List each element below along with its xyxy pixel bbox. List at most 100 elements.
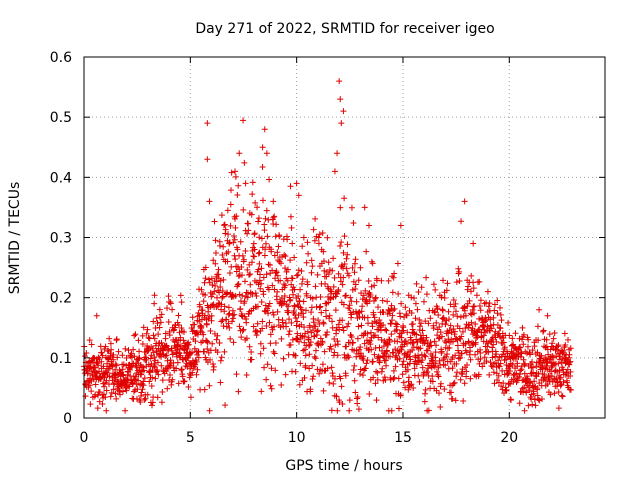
- data-point: [477, 297, 484, 304]
- data-point: [432, 349, 439, 356]
- data-point: [305, 250, 312, 257]
- data-point: [420, 298, 427, 305]
- data-point: [436, 390, 443, 397]
- data-point: [214, 332, 221, 339]
- data-point: [187, 365, 194, 372]
- data-point: [258, 265, 265, 272]
- data-point: [434, 305, 441, 312]
- data-point: [253, 293, 260, 300]
- data-point: [422, 318, 429, 325]
- data-point: [269, 326, 276, 333]
- data-point: [229, 307, 236, 314]
- data-point: [247, 271, 254, 278]
- data-point: [461, 380, 468, 387]
- data-point: [527, 351, 534, 358]
- data-point: [342, 292, 349, 299]
- data-point: [494, 310, 501, 317]
- data-point: [256, 234, 263, 241]
- data-point: [334, 290, 341, 297]
- data-point: [230, 232, 237, 239]
- data-point: [261, 364, 268, 371]
- data-point: [269, 282, 276, 289]
- data-point: [270, 214, 277, 221]
- data-point: [341, 233, 348, 240]
- data-point: [320, 320, 327, 327]
- y-tick-label: 0.4: [50, 170, 72, 186]
- data-point: [348, 204, 355, 211]
- data-point: [342, 372, 349, 379]
- data-point: [252, 199, 259, 206]
- data-point: [436, 323, 443, 330]
- data-point: [216, 242, 223, 249]
- data-point: [369, 323, 376, 330]
- data-point: [401, 314, 408, 321]
- data-point: [224, 258, 231, 265]
- data-point: [108, 363, 115, 370]
- data-point: [385, 277, 392, 284]
- data-point: [151, 354, 158, 361]
- data-point: [529, 364, 536, 371]
- data-point: [337, 375, 344, 382]
- data-point: [413, 331, 420, 338]
- data-point: [300, 314, 307, 321]
- data-point: [534, 323, 541, 330]
- data-point: [314, 328, 321, 335]
- data-point: [503, 362, 510, 369]
- data-point: [542, 355, 549, 362]
- data-point: [328, 346, 335, 353]
- data-point: [152, 375, 159, 382]
- data-point: [423, 334, 430, 341]
- data-point: [544, 381, 551, 388]
- data-point: [249, 179, 256, 186]
- data-point: [457, 376, 464, 383]
- data-point: [200, 298, 207, 305]
- data-point: [241, 278, 248, 285]
- data-point: [255, 215, 262, 222]
- data-point: [502, 387, 509, 394]
- data-point: [365, 222, 372, 229]
- data-point: [445, 308, 452, 315]
- data-point: [225, 231, 232, 238]
- data-point: [452, 397, 459, 404]
- data-point: [457, 354, 464, 361]
- data-point: [547, 356, 554, 363]
- data-point: [405, 374, 412, 381]
- data-point: [193, 358, 200, 365]
- data-point: [175, 312, 182, 319]
- data-point: [290, 308, 297, 315]
- data-point: [329, 267, 336, 274]
- data-point: [337, 278, 344, 285]
- data-point: [408, 309, 415, 316]
- data-point: [212, 250, 219, 257]
- data-point: [388, 407, 395, 414]
- data-point: [218, 306, 225, 313]
- data-point: [276, 233, 283, 240]
- data-point: [254, 204, 261, 211]
- x-tick-label: 0: [80, 430, 89, 446]
- data-point: [137, 399, 144, 406]
- data-point: [296, 381, 303, 388]
- data-point: [517, 367, 524, 374]
- data-point: [300, 298, 307, 305]
- data-point: [140, 382, 147, 389]
- data-point: [461, 198, 468, 205]
- data-point: [225, 304, 232, 311]
- data-point: [248, 356, 255, 363]
- data-point: [391, 305, 398, 312]
- data-point: [498, 317, 505, 324]
- data-point: [150, 349, 157, 356]
- data-point: [497, 325, 504, 332]
- data-point: [335, 286, 342, 293]
- data-point: [318, 309, 325, 316]
- data-point: [315, 240, 322, 247]
- y-tick-label: 0: [63, 411, 72, 427]
- data-point: [516, 373, 523, 380]
- data-point: [344, 323, 351, 330]
- data-point: [352, 256, 359, 263]
- data-point: [470, 240, 477, 247]
- data-point: [268, 365, 275, 372]
- data-point: [119, 366, 126, 373]
- data-point: [232, 292, 239, 299]
- data-point: [335, 270, 342, 277]
- data-point: [218, 212, 225, 219]
